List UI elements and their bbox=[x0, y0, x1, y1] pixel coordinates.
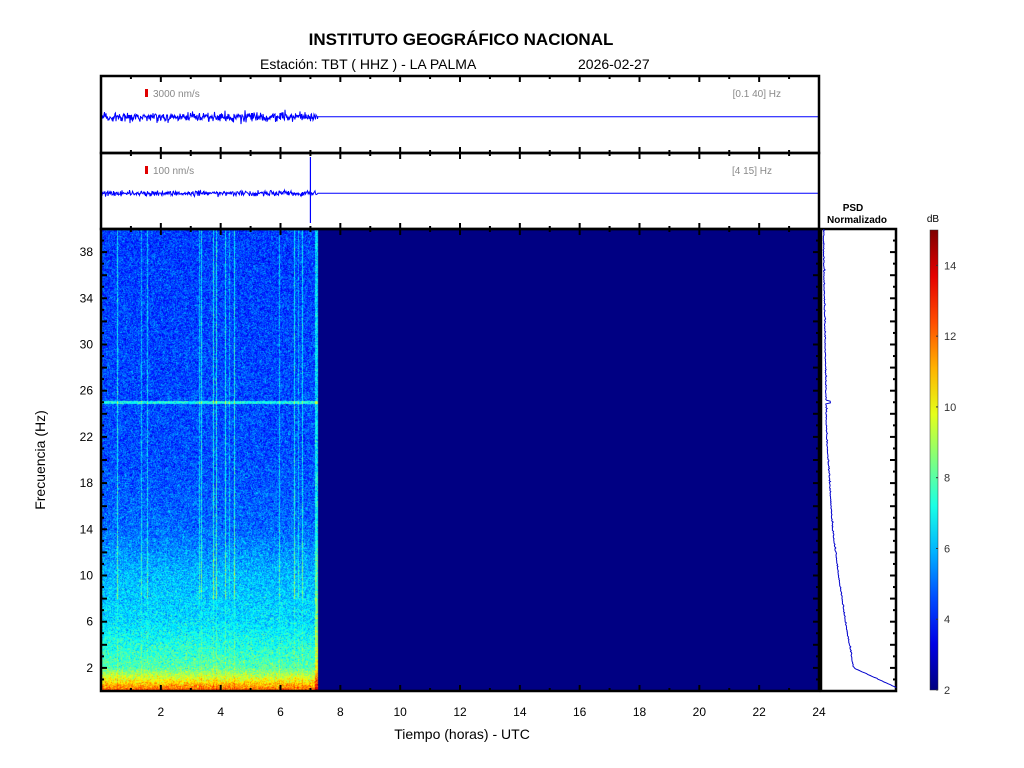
y-tick-label: 38 bbox=[80, 245, 94, 259]
station-label: Estación: TBT ( HHZ ) - LA PALMA bbox=[260, 56, 477, 72]
psd-title: PSD bbox=[843, 203, 864, 214]
trace-panel-1-frame bbox=[99, 74, 821, 155]
y-tick-label: 26 bbox=[80, 384, 94, 398]
broadband-trace-panel: 3000 nm/s [0.1 40] Hz bbox=[145, 89, 781, 100]
colorbar-tick-label: 6 bbox=[944, 543, 950, 555]
psd-subtitle: Normalizado bbox=[827, 215, 887, 226]
x-tick-label: 6 bbox=[277, 705, 284, 719]
broadband-waveform bbox=[100, 109, 819, 125]
colorbar-tick-label: 2 bbox=[944, 685, 950, 697]
y-axis-label: Frecuencia (Hz) bbox=[32, 410, 48, 510]
psd-frame bbox=[819, 227, 898, 693]
colorbar-tick-label: 4 bbox=[944, 614, 950, 626]
y-tick-label: 22 bbox=[80, 430, 94, 444]
y-tick-label: 6 bbox=[86, 615, 93, 629]
date-label: 2026-02-27 bbox=[578, 56, 650, 72]
x-tick-label: 10 bbox=[393, 705, 407, 719]
filtered-waveform bbox=[100, 188, 819, 198]
x-tick-label: 12 bbox=[453, 705, 467, 719]
scale-bar bbox=[145, 89, 148, 97]
x-tick-label: 18 bbox=[633, 705, 647, 719]
psd-curve bbox=[822, 228, 897, 688]
x-tick-label: 8 bbox=[337, 705, 344, 719]
x-tick-label: 16 bbox=[573, 705, 587, 719]
colorbar-tick-label: 12 bbox=[944, 331, 956, 343]
colorbar-tick-label: 10 bbox=[944, 402, 956, 414]
y-tick-label: 18 bbox=[80, 476, 94, 490]
y-tick-label: 30 bbox=[80, 338, 94, 352]
spectrogram-frame bbox=[99, 227, 821, 693]
x-tick-label: 22 bbox=[752, 705, 766, 719]
trace-scale-label: 100 nm/s bbox=[153, 166, 194, 177]
filtered-trace-panel: 100 nm/s [4 15] Hz bbox=[145, 166, 772, 177]
scale-bar bbox=[145, 166, 148, 174]
trace-band-label: [0.1 40] Hz bbox=[733, 89, 781, 100]
trace-panel-2-frame bbox=[99, 151, 821, 231]
colorbar-label: dB bbox=[927, 214, 940, 225]
spectrogram-heatmap bbox=[101, 229, 819, 691]
trace-band-label: [4 15] Hz bbox=[732, 166, 772, 177]
x-tick-label: 20 bbox=[693, 705, 707, 719]
y-tick-label: 14 bbox=[80, 522, 94, 536]
x-tick-label: 2 bbox=[157, 705, 164, 719]
colorbar-tick-label: 8 bbox=[944, 473, 950, 485]
trace-scale-label: 3000 nm/s bbox=[153, 89, 200, 100]
colorbar-tick-label: 14 bbox=[944, 260, 956, 272]
x-tick-label: 4 bbox=[217, 705, 224, 719]
x-tick-label: 24 bbox=[812, 705, 826, 719]
x-tick-label: 14 bbox=[513, 705, 527, 719]
x-axis-label: Tiempo (horas) - UTC bbox=[394, 726, 530, 742]
y-tick-label: 10 bbox=[80, 569, 94, 583]
figure-title: INSTITUTO GEOGRÁFICO NACIONAL bbox=[309, 30, 614, 49]
y-tick-label: 2 bbox=[86, 661, 93, 675]
colorbar bbox=[929, 229, 939, 691]
y-tick-label: 34 bbox=[80, 291, 94, 305]
